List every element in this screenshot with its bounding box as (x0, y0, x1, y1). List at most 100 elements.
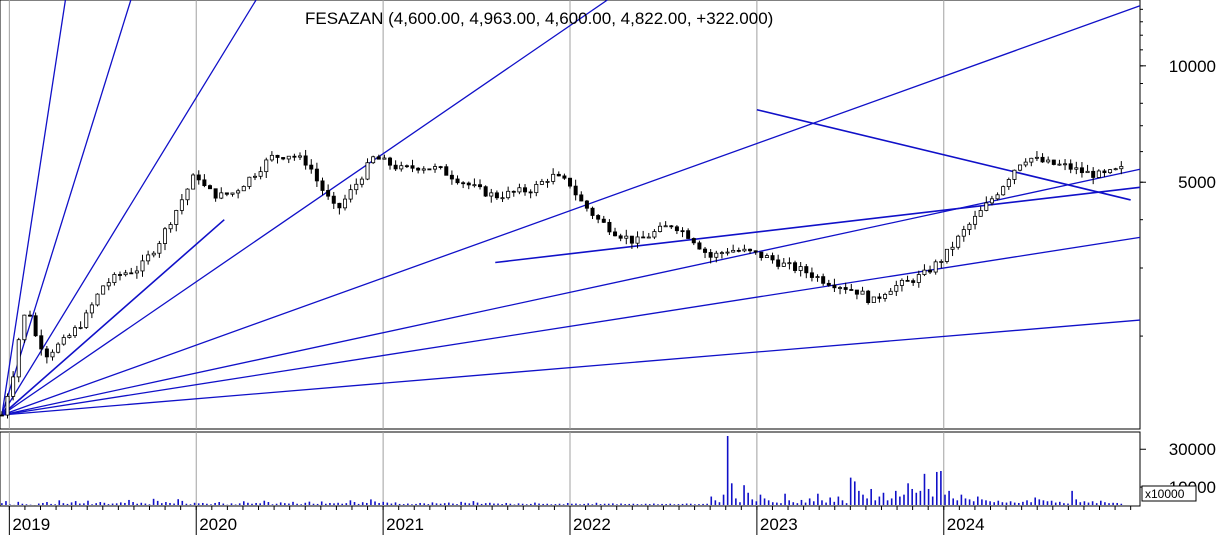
candle-body (140, 260, 145, 272)
candle-body (275, 154, 280, 158)
candle-body (658, 225, 663, 232)
candle-body (27, 314, 32, 317)
candle-body (455, 178, 460, 184)
candle-body (337, 202, 342, 209)
candle-body (1096, 170, 1101, 178)
candle-body (50, 351, 55, 358)
candle-body (798, 266, 803, 271)
candle-body (528, 191, 533, 194)
candle-body (534, 184, 539, 194)
candle-body (821, 276, 826, 284)
candle-body (416, 167, 421, 171)
candle-body (444, 166, 449, 176)
candle-body (39, 335, 44, 350)
candle-body (950, 246, 955, 250)
candle-body (224, 192, 229, 195)
candle-body (967, 223, 972, 230)
candle-body (78, 327, 83, 329)
candle-body (708, 252, 713, 258)
candle-body (989, 198, 994, 204)
candle-body (781, 262, 786, 267)
candle-body (247, 176, 252, 187)
candle-body (84, 312, 89, 328)
candle-body (1113, 168, 1118, 171)
year-tick-label-5: 2024 (947, 515, 985, 534)
candle-body (776, 259, 781, 267)
candle-body (163, 228, 168, 244)
candle-body (410, 165, 415, 169)
candle-body (213, 188, 218, 199)
candle-body (652, 231, 657, 238)
candle-body (16, 339, 21, 378)
candle-body (674, 226, 679, 232)
trendline-support-2 (495, 186, 1141, 264)
candle-body (123, 272, 128, 276)
candle-body (478, 184, 483, 188)
candle-body (281, 157, 286, 160)
candle-body (376, 156, 381, 160)
candle-body (399, 165, 404, 170)
candle-body (556, 173, 561, 177)
candle-body (1085, 170, 1090, 174)
candle-body (607, 221, 612, 233)
volume-tick-label-0: 30000 (1169, 440, 1216, 459)
candle-body (961, 229, 966, 237)
candle-body (646, 236, 651, 239)
candle-body (196, 174, 201, 181)
candle-body (551, 173, 556, 182)
candle-body (292, 155, 297, 158)
candle-body (134, 270, 139, 274)
candle-body (174, 210, 179, 225)
candle-body (984, 202, 989, 211)
candle-body (697, 242, 702, 250)
candle-body (838, 287, 843, 289)
candle-body (56, 343, 61, 353)
candle-body (354, 183, 359, 191)
candle-body (1001, 186, 1006, 196)
candle-body (539, 181, 544, 185)
candle-body (303, 155, 308, 166)
candle-body (691, 238, 696, 244)
candle-body (1091, 170, 1096, 178)
candle-body (1006, 179, 1011, 188)
candle-body (613, 231, 618, 237)
candle-body (264, 159, 269, 173)
candle-body (433, 166, 438, 170)
candle-body (1051, 159, 1056, 165)
candle-body (562, 175, 567, 179)
candle-body (1012, 169, 1017, 180)
candle-body (624, 235, 629, 239)
candle-body (922, 269, 927, 275)
fan-ray-0 (1, 0, 67, 416)
candle-body (5, 395, 10, 416)
candle-body (1046, 159, 1051, 163)
candle-body (466, 182, 471, 186)
candle-body (106, 282, 111, 287)
candle-body (770, 255, 775, 261)
candle-body (427, 168, 432, 171)
year-tick-label-1: 2020 (199, 515, 237, 534)
candle-body (179, 199, 184, 211)
candle-body (793, 262, 798, 271)
candle-body (365, 162, 370, 180)
candle-body (343, 198, 348, 209)
candle-body (449, 174, 454, 180)
candle-body (72, 327, 77, 337)
candle-body (849, 289, 854, 291)
candle-body (44, 348, 49, 358)
candle-body (89, 304, 94, 314)
candle-body (382, 157, 387, 160)
candle-body (1057, 163, 1062, 166)
candle-body (348, 189, 353, 200)
candle-body (883, 293, 888, 299)
candle-body (714, 252, 719, 258)
candle-body (1119, 166, 1124, 170)
year-tick-label-3: 2022 (573, 515, 611, 534)
vertical-gridlines (8, 0, 945, 506)
candle-body (157, 243, 162, 254)
candle-body (1029, 157, 1034, 163)
fan-ray-6 (1, 236, 1141, 416)
candle-body (151, 252, 156, 256)
candle-body (759, 251, 764, 259)
candle-body (894, 285, 899, 292)
